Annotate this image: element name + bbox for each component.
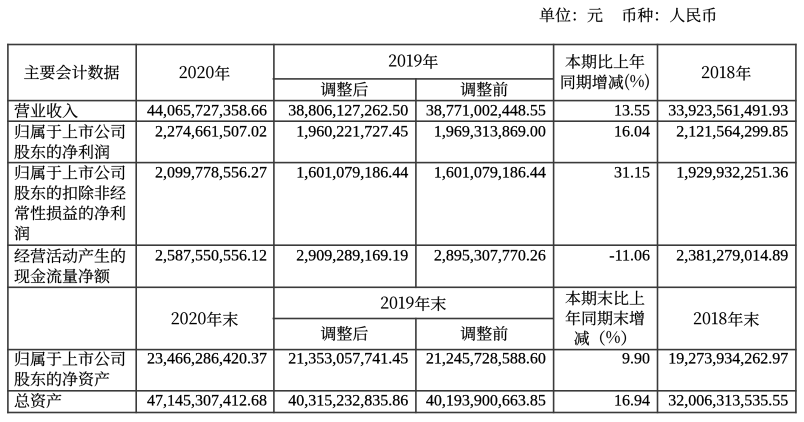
svg-text:33,923,561,491.93: 33,923,561,491.93: [668, 102, 788, 119]
svg-text:1,601,079,186.44: 1,601,079,186.44: [296, 164, 408, 181]
svg-text:2,895,307,770.26: 2,895,307,770.26: [434, 248, 546, 265]
svg-text:16.94: 16.94: [614, 392, 650, 409]
svg-text:2,274,661,507.02: 2,274,661,507.02: [155, 123, 267, 140]
svg-text:2,099,778,556.27: 2,099,778,556.27: [155, 164, 267, 181]
svg-text:1,929,932,251.36: 1,929,932,251.36: [676, 164, 788, 181]
svg-text:9.90: 9.90: [622, 351, 650, 368]
svg-text:21,245,728,588.60: 21,245,728,588.60: [426, 351, 546, 368]
svg-text:13.55: 13.55: [614, 102, 650, 119]
svg-text:47,145,307,412.68: 47,145,307,412.68: [147, 392, 267, 409]
svg-text:1,601,079,186.44: 1,601,079,186.44: [434, 164, 546, 181]
svg-text:40,193,900,663.85: 40,193,900,663.85: [426, 392, 546, 409]
svg-text:31.15: 31.15: [614, 164, 650, 181]
svg-text:-11.06: -11.06: [609, 248, 650, 265]
svg-text:38,771,002,448.55: 38,771,002,448.55: [426, 102, 546, 119]
svg-text:21,353,057,741.45: 21,353,057,741.45: [288, 351, 408, 368]
svg-text:40,315,232,835.86: 40,315,232,835.86: [288, 392, 408, 409]
svg-text:1,969,313,869.00: 1,969,313,869.00: [434, 123, 546, 140]
svg-text:2,909,289,169.19: 2,909,289,169.19: [296, 248, 408, 265]
svg-text:23,466,286,420.37: 23,466,286,420.37: [147, 351, 267, 368]
svg-text:44,065,727,358.66: 44,065,727,358.66: [147, 102, 267, 119]
svg-text:19,273,934,262.97: 19,273,934,262.97: [668, 351, 788, 368]
svg-text:2,587,550,556.12: 2,587,550,556.12: [155, 248, 267, 265]
svg-text:32,006,313,535.55: 32,006,313,535.55: [668, 392, 788, 409]
svg-text:38,806,127,262.50: 38,806,127,262.50: [288, 102, 408, 119]
svg-text:2,381,279,014.89: 2,381,279,014.89: [676, 248, 788, 265]
svg-text:16.04: 16.04: [614, 123, 650, 140]
svg-text:1,960,221,727.45: 1,960,221,727.45: [296, 123, 408, 140]
svg-text:2,121,564,299.85: 2,121,564,299.85: [676, 123, 788, 140]
